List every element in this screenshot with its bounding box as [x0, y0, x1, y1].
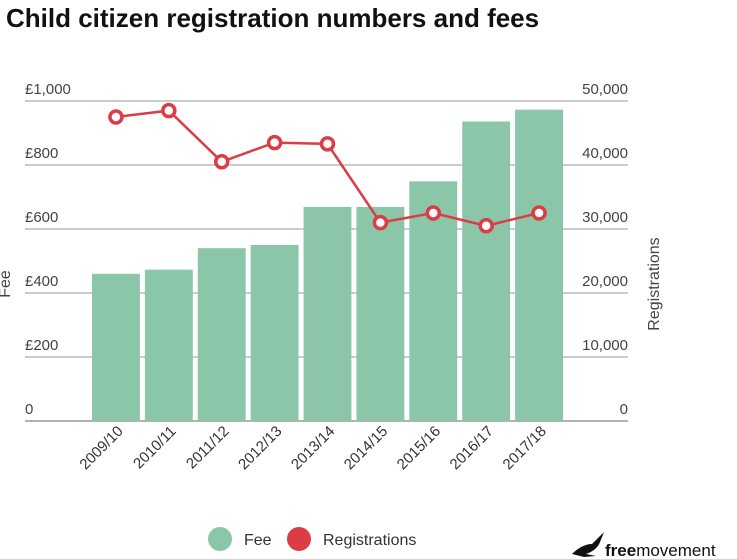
x-tick-label: 2015/16 — [394, 423, 444, 473]
x-tick-label: 2012/13 — [235, 423, 285, 473]
registrations-line — [108, 102, 547, 234]
registrations-point — [478, 218, 494, 234]
right-axis-ticks: 0 10,000 20,000 30,000 40,000 50,000 — [582, 81, 628, 418]
registrations-point — [531, 205, 547, 221]
fee-bars — [92, 109, 563, 421]
bird-icon — [572, 532, 604, 557]
chart-title: Child citizen registration numbers and f… — [6, 3, 540, 33]
registrations-point — [213, 154, 230, 170]
y-tick-label: 0 — [25, 401, 33, 418]
registrations-point — [266, 134, 283, 151]
legend: Fee Registrations — [208, 527, 416, 551]
y-tick-label: £1,000 — [25, 81, 71, 98]
fee-bar — [92, 273, 140, 421]
y2-tick-label: 10,000 — [582, 337, 628, 354]
fee-bar — [515, 109, 563, 421]
fee-bar — [462, 121, 511, 421]
fee-bar — [409, 181, 458, 421]
y-tick-label: £200 — [25, 337, 58, 354]
legend-fee-label: Fee — [244, 532, 272, 549]
y-tick-label: £800 — [25, 145, 58, 162]
y2-tick-label: 20,000 — [582, 273, 628, 290]
brand-logo: freemovement — [572, 532, 716, 559]
fee-bar — [250, 245, 299, 421]
x-tick-label: 2010/11 — [130, 423, 180, 473]
legend-registrations-swatch — [287, 527, 311, 551]
y-axis-label: Fee — [0, 270, 14, 298]
x-axis-ticks: 2009/10 2010/11 2011/12 2012/13 2013/14 2014/… — [76, 423, 549, 473]
registrations-point — [319, 136, 336, 152]
brand-bold: free — [605, 541, 636, 559]
fee-bar — [303, 206, 352, 421]
registrations-point — [425, 205, 442, 221]
x-tick-label: 2011/12 — [183, 423, 233, 473]
x-tick-label: 2014/15 — [341, 423, 391, 473]
fee-bar — [144, 269, 193, 421]
x-tick-label: 2009/10 — [76, 423, 126, 473]
fee-bar — [197, 248, 246, 421]
y-tick-label: £600 — [25, 209, 58, 226]
fee-bar — [356, 206, 405, 421]
y2-tick-label: 50,000 — [582, 81, 628, 98]
y2-tick-label: 0 — [620, 401, 628, 418]
registrations-point — [372, 214, 389, 231]
y2-tick-label: 30,000 — [582, 209, 628, 226]
brand-regular: movement — [636, 541, 716, 559]
legend-fee-swatch — [208, 527, 232, 551]
x-tick-label: 2013/14 — [288, 423, 338, 473]
x-tick-label: 2017/18 — [500, 423, 550, 473]
y2-tick-label: 40,000 — [582, 145, 628, 162]
y-tick-label: £400 — [25, 273, 58, 290]
registrations-point — [161, 102, 177, 119]
left-axis-ticks: 0 £200 £400 £600 £800 £1,000 — [25, 81, 71, 418]
x-tick-label: 2016/17 — [447, 423, 497, 473]
registrations-point — [108, 109, 124, 125]
y2-axis-label: Registrations — [646, 237, 663, 330]
legend-registrations-label: Registrations — [323, 532, 416, 549]
brand-wordmark: freemovement — [605, 541, 716, 559]
